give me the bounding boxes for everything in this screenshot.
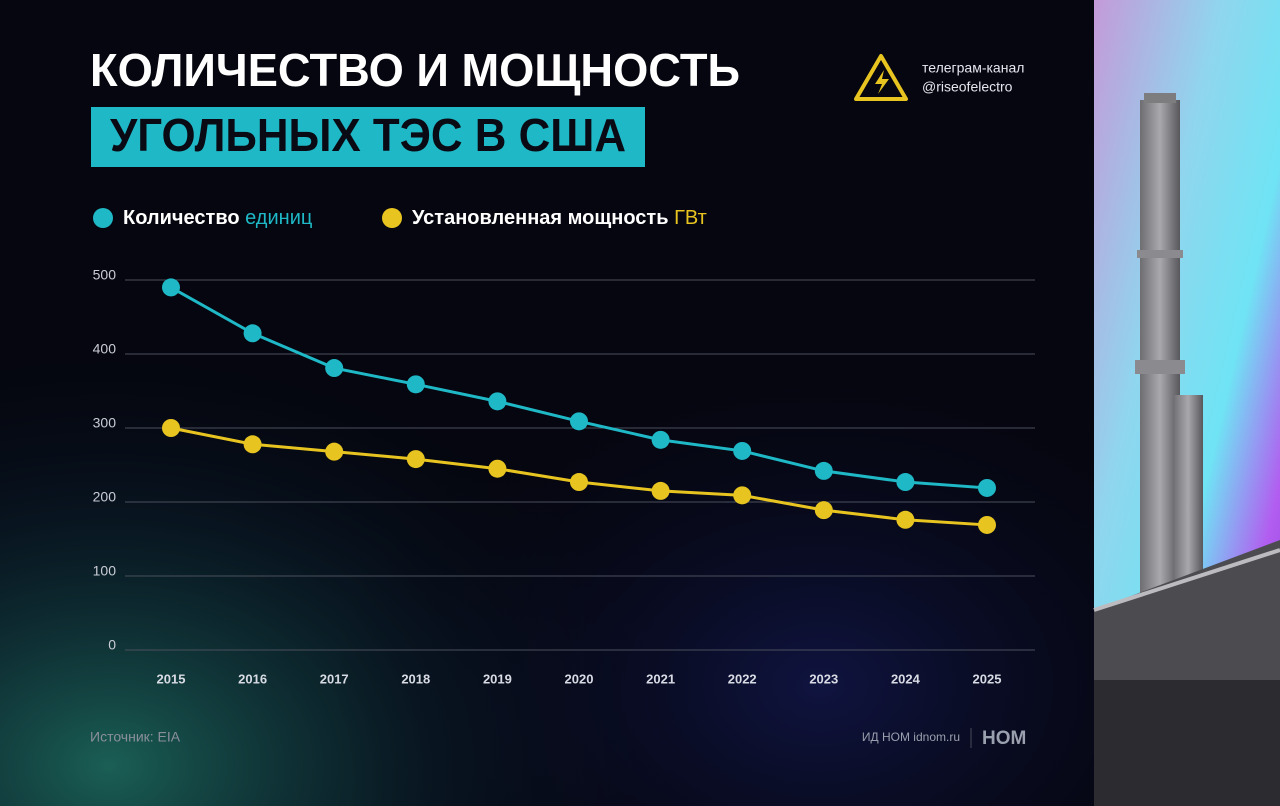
x-tick-label: 2022: [728, 671, 757, 686]
publisher: ИД НОМ idnom.ru: [862, 730, 960, 744]
data-point: [651, 481, 670, 500]
y-tick-label: 400: [93, 341, 117, 357]
data-point: [733, 441, 752, 460]
data-point: [896, 510, 915, 529]
chimney-top: [1144, 93, 1176, 103]
channel-label: телеграм-канал: [922, 60, 1024, 76]
legend-unit: единиц: [245, 207, 312, 229]
legend: Количество единиц Установленная мощность …: [93, 207, 707, 229]
data-point: [243, 435, 262, 454]
data-point: [162, 419, 180, 437]
title-line1: КОЛИЧЕСТВО И МОЩНОСТЬ: [90, 44, 740, 96]
data-point: [325, 442, 344, 461]
y-tick-label: 500: [93, 267, 117, 283]
x-tick-label: 2021: [646, 671, 675, 686]
x-tick-label: 2017: [320, 671, 349, 686]
y-tick-label: 0: [108, 637, 116, 653]
warning-icon: [854, 54, 908, 101]
source: Источник: EIA: [90, 729, 181, 745]
y-tick-label: 200: [93, 489, 117, 505]
legend-unit: ГВт: [674, 207, 707, 229]
legend-label: Количество единиц: [123, 207, 312, 229]
data-point: [570, 473, 588, 492]
data-point: [488, 392, 507, 411]
data-point: [978, 515, 996, 534]
data-point: [814, 501, 833, 520]
x-tick-label: 2016: [238, 671, 267, 686]
photo-panel: [1093, 0, 1280, 806]
channel-badge: телеграм-канал @riseofelectro: [854, 54, 1024, 101]
data-point: [406, 375, 425, 394]
legend-marker: [382, 208, 402, 228]
legend-name: Установленная мощность: [412, 207, 669, 229]
data-point: [651, 430, 670, 449]
legend-label: Установленная мощность ГВт: [412, 207, 707, 229]
ground: [1094, 680, 1280, 806]
bolt-icon: [875, 70, 889, 94]
channel-handle: @riseofelectro: [922, 79, 1013, 95]
title-line2: УГОЛЬНЫХ ТЭС В США: [110, 109, 626, 161]
data-point: [243, 324, 262, 343]
data-point: [162, 278, 180, 297]
chimney-ring: [1135, 360, 1185, 374]
legend-marker: [93, 208, 113, 228]
data-point: [978, 478, 996, 497]
data-point: [570, 412, 588, 431]
legend-name: Количество: [123, 207, 240, 229]
y-tick-label: 300: [93, 415, 117, 431]
title-highlight: [91, 107, 645, 167]
x-tick-label: 2020: [565, 671, 594, 686]
logo: НОМ: [982, 728, 1026, 749]
chimney-ring: [1137, 250, 1183, 258]
data-point: [814, 461, 833, 480]
data-point: [325, 359, 344, 378]
x-tick-label: 2023: [809, 671, 838, 686]
data-point: [896, 473, 915, 492]
data-point: [406, 450, 425, 469]
x-tick-label: 2025: [973, 671, 1002, 686]
x-tick-label: 2019: [483, 671, 512, 686]
x-tick-label: 2024: [891, 671, 921, 686]
conveyor: [1093, 548, 1280, 612]
data-point: [488, 459, 507, 478]
data-point: [733, 486, 752, 505]
x-tick-label: 2018: [401, 671, 430, 686]
y-tick-label: 100: [93, 563, 117, 579]
plot: 0 100 200 300 400 500 2015 2016 2017 2018 2019 2020…: [93, 267, 1035, 686]
x-tick-label: 2015: [157, 671, 186, 686]
